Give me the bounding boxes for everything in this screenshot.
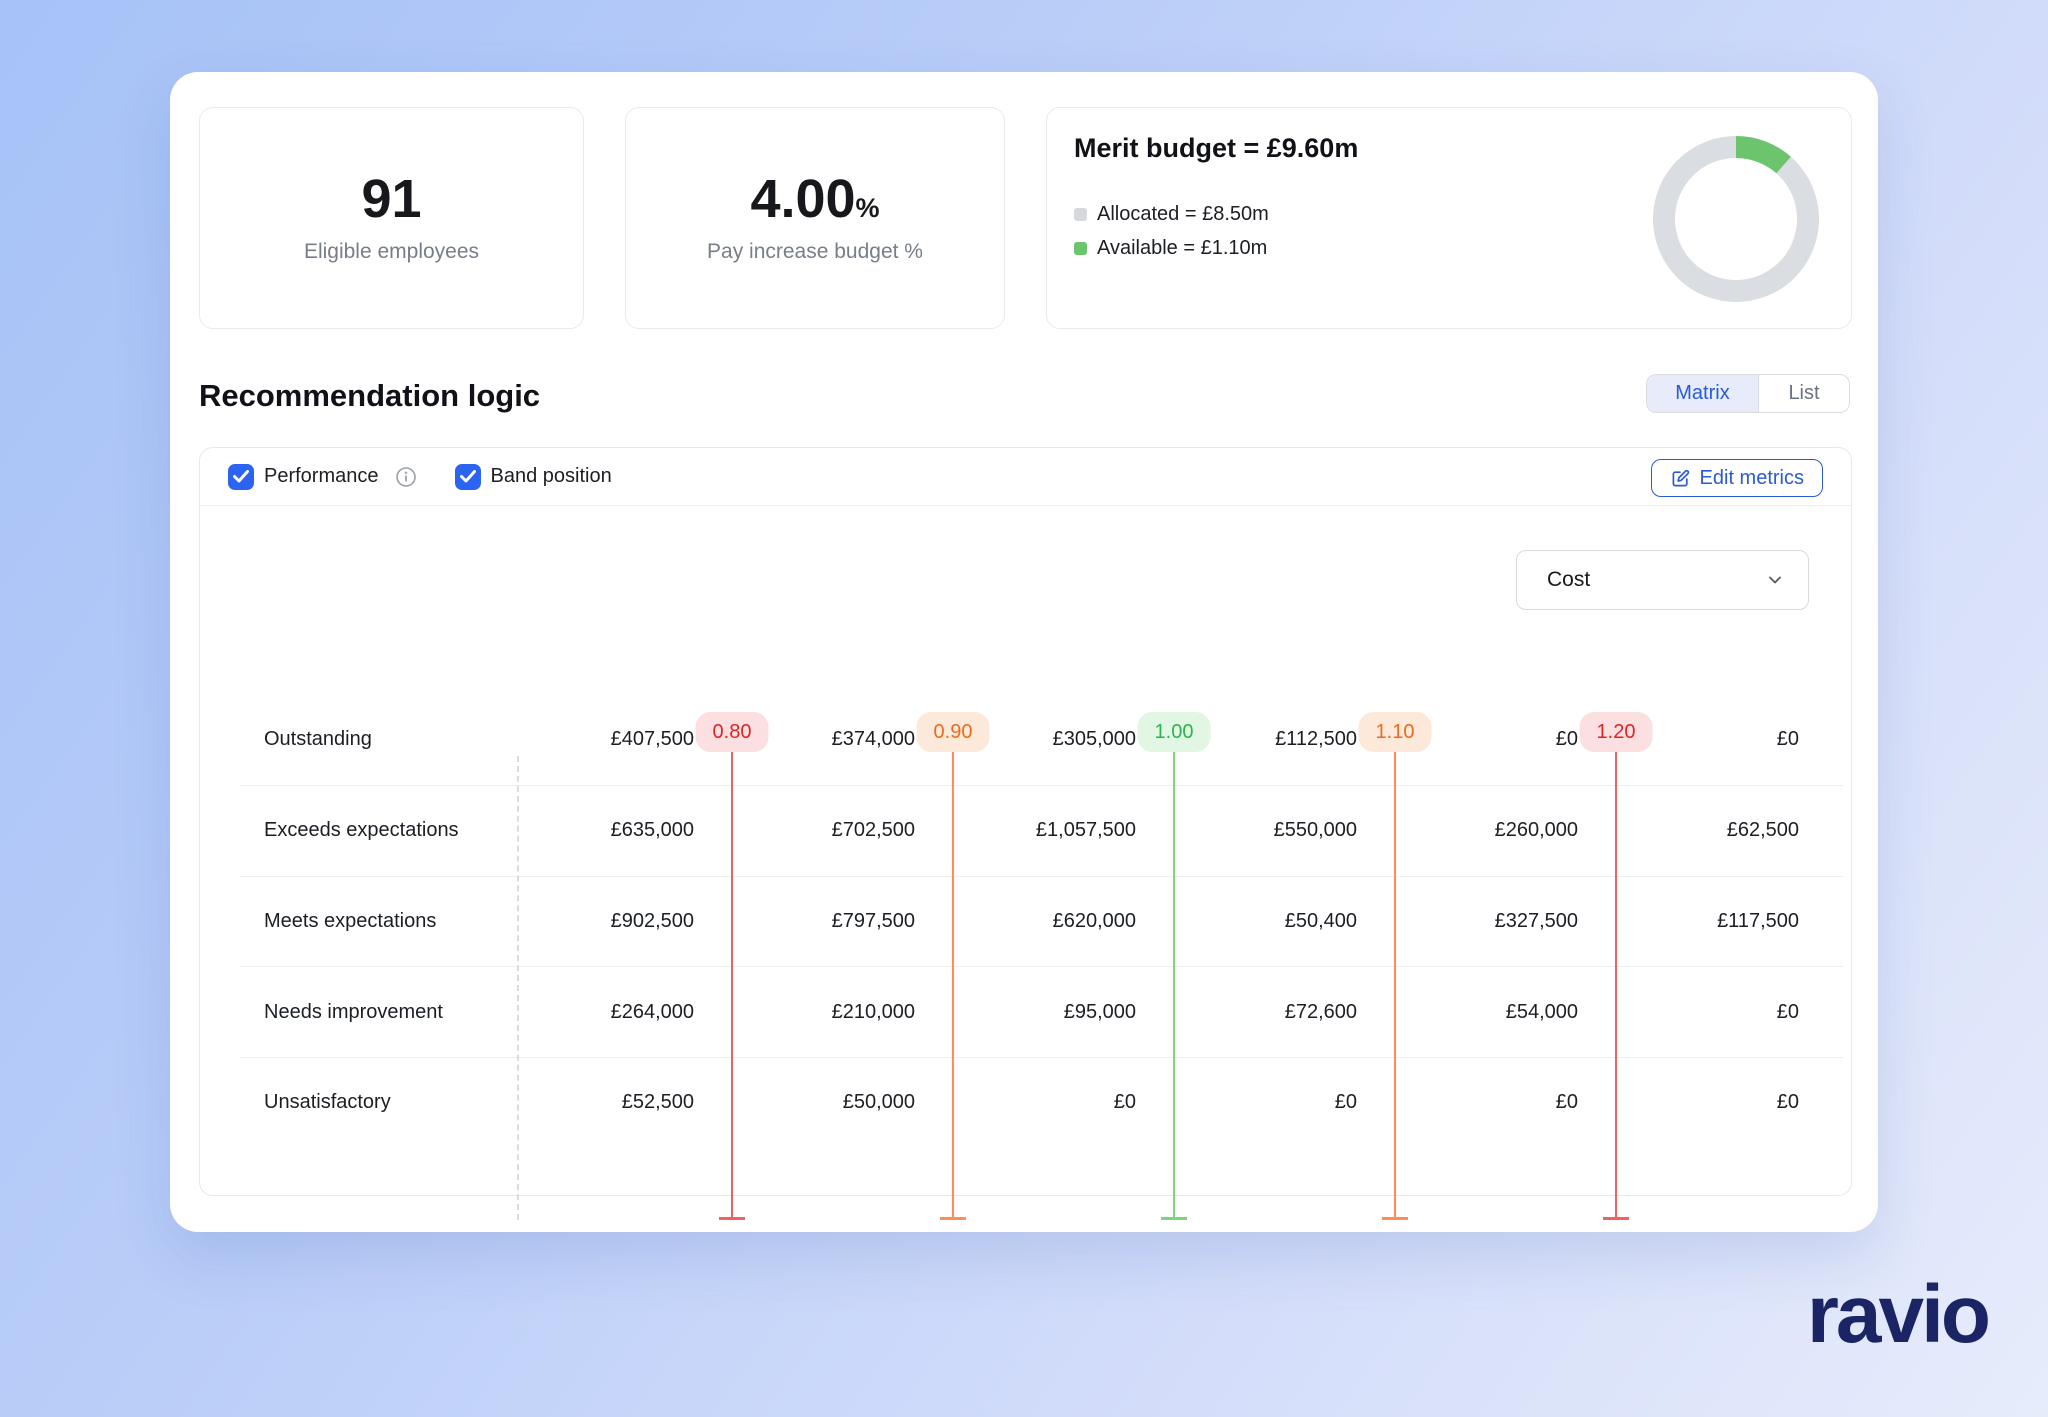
matrix-cell[interactable]: £264,000: [610, 1000, 694, 1023]
ravio-logo: ravio: [1807, 1269, 1991, 1360]
tab-list[interactable]: List: [1788, 382, 1820, 404]
matrix-cell[interactable]: £72,600: [1284, 1000, 1357, 1023]
table-row-outstanding: Outstanding £407,500 £374,000 £305,000 £…: [240, 694, 1843, 785]
metric-dropdown-value: Cost: [1547, 568, 1591, 591]
info-icon[interactable]: [395, 466, 417, 488]
matrix-cell[interactable]: £260,000: [1494, 819, 1578, 842]
matrix-cell[interactable]: £902,500: [610, 909, 694, 932]
page-title: Recommendation logic: [199, 378, 541, 413]
legend-item-allocated: Allocated = £8.50m: [1074, 203, 1269, 226]
performance-label: Performance: [264, 465, 379, 487]
table-row-exceeds-expectations: Exceeds expectations £635,000 £702,500 £…: [240, 784, 1843, 876]
row-label: Meets expectations: [264, 909, 437, 932]
merit-budget-title: Merit budget = £9.60m: [1074, 133, 1359, 163]
band-position-line-080: [731, 752, 733, 1220]
matrix-cell[interactable]: £50,000: [842, 1091, 915, 1114]
table-row-needs-improvement: Needs improvement £264,000 £210,000 £95,…: [240, 966, 1843, 1057]
available-label: Available = £1.10m: [1097, 237, 1268, 259]
band-position-line-110: [1394, 752, 1396, 1220]
matrix-table: Outstanding £407,500 £374,000 £305,000 £…: [240, 694, 1843, 1148]
matrix-cell[interactable]: £635,000: [610, 819, 694, 842]
allocated-label: Allocated = £8.50m: [1097, 203, 1269, 225]
merit-budget-card: Merit budget = £9.60m Allocated = £8.50m…: [1046, 107, 1852, 329]
stat-card-budget-pct: 4.00% Pay increase budget %: [625, 107, 1005, 329]
merit-budget-legend: Allocated = £8.50m Available = £1.10m: [1074, 203, 1269, 260]
matrix-cell[interactable]: £62,500: [1726, 819, 1799, 842]
matrix-cell[interactable]: £210,000: [831, 1000, 915, 1023]
main-card: 91 Eligible employees 4.00% Pay increase…: [170, 72, 1878, 1232]
matrix-cell[interactable]: £0: [1776, 1091, 1799, 1114]
matrix-cell[interactable]: £407,500: [610, 727, 694, 750]
allocated-swatch: [1074, 208, 1087, 221]
matrix-cell[interactable]: £0: [1776, 727, 1799, 750]
matrix-cell[interactable]: £550,000: [1273, 819, 1357, 842]
matrix-cell[interactable]: £0: [1113, 1091, 1136, 1114]
matrix-cell[interactable]: £702,500: [831, 819, 915, 842]
band-marker-badge-090: 0.90: [916, 712, 990, 752]
band-position-line-120: [1615, 752, 1617, 1220]
budget-pct-number: 4.00: [750, 169, 856, 229]
eligible-employees-label: Eligible employees: [303, 240, 480, 263]
matrix-cell[interactable]: £0: [1334, 1091, 1357, 1114]
edit-metrics-button[interactable]: Edit metrics: [1650, 459, 1823, 497]
pay-increase-budget-value: 4.00%: [750, 172, 879, 226]
table-row-meets-expectations: Meets expectations £902,500 £797,500 £62…: [240, 875, 1843, 967]
available-swatch: [1074, 242, 1087, 255]
matrix-cell[interactable]: £797,500: [831, 909, 915, 932]
pay-increase-budget-label: Pay increase budget %: [707, 240, 923, 263]
matrix-cell[interactable]: £54,000: [1505, 1000, 1578, 1023]
legend-item-available: Available = £1.10m: [1074, 237, 1269, 260]
stat-card-eligible: 91 Eligible employees: [199, 107, 584, 329]
chevron-down-icon: [1764, 569, 1786, 591]
band-position-checkbox[interactable]: [454, 463, 481, 490]
view-toggle: Matrix List: [1646, 374, 1850, 413]
merit-donut-chart: [1648, 131, 1824, 307]
matrix-cell[interactable]: £327,500: [1494, 909, 1578, 932]
performance-metric-group: Performance: [228, 463, 417, 490]
matrix-panel-header: Performance Band position: [200, 448, 1851, 506]
band-marker-badge-080: 0.80: [695, 712, 769, 752]
row-label: Exceeds expectations: [264, 819, 459, 842]
performance-checkbox[interactable]: [228, 463, 254, 490]
table-row-unsatisfactory: Unsatisfactory £52,500 £50,000 £0 £0 £0 …: [240, 1057, 1843, 1148]
dashed-axis-line: [517, 756, 519, 1220]
eligible-employees-value: 91: [361, 169, 422, 229]
matrix-cell[interactable]: £620,000: [1052, 909, 1136, 932]
edit-metrics-label: Edit metrics: [1699, 466, 1804, 489]
matrix-cell[interactable]: £0: [1555, 727, 1578, 750]
band-marker-badge-110: 1.10: [1358, 712, 1432, 752]
donut-available-arc: [1653, 136, 1819, 302]
band-position-line-100: [1173, 752, 1175, 1220]
band-position-line-090: [952, 752, 954, 1220]
matrix-cell[interactable]: £112,500: [1275, 727, 1357, 750]
band-position-metric-group: Band position: [454, 463, 612, 490]
edit-pencil-icon: [1670, 468, 1691, 489]
row-label: Unsatisfactory: [264, 1091, 391, 1114]
matrix-cell[interactable]: £52,500: [621, 1091, 694, 1114]
matrix-cell[interactable]: £1,057,500: [1035, 819, 1136, 842]
recommendation-matrix-panel: Performance Band position: [199, 447, 1852, 1196]
matrix-cell[interactable]: £374,000: [831, 727, 915, 750]
percent-sign: %: [855, 193, 880, 223]
band-marker-badge-100: 1.00: [1137, 712, 1211, 752]
band-position-label: Band position: [490, 465, 612, 487]
matrix-cell[interactable]: £117,500: [1717, 909, 1799, 932]
matrix-cell[interactable]: £95,000: [1063, 1000, 1136, 1023]
band-marker-badge-120: 1.20: [1579, 712, 1653, 752]
donut-allocated-ring: [1653, 136, 1819, 302]
row-label: Needs improvement: [264, 1000, 443, 1023]
matrix-cell[interactable]: £0: [1555, 1091, 1578, 1114]
matrix-cell[interactable]: £305,000: [1052, 727, 1136, 750]
matrix-cell[interactable]: £50,400: [1284, 909, 1357, 932]
matrix-cell[interactable]: £0: [1776, 1000, 1799, 1023]
tab-matrix[interactable]: Matrix: [1647, 375, 1759, 412]
metric-dropdown[interactable]: Cost: [1516, 550, 1809, 610]
row-label: Outstanding: [264, 727, 372, 750]
